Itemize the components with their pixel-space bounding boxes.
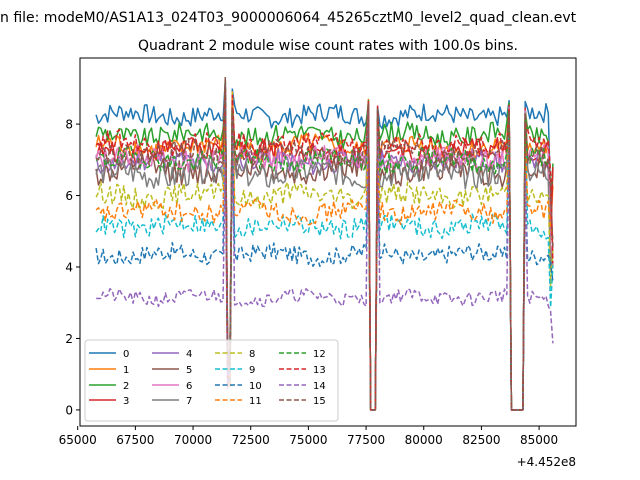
series-line-0 [95, 79, 554, 411]
legend-label-6: 6 [186, 381, 192, 392]
y-axis: 0 2 4 6 8 [65, 118, 80, 417]
series-line-10 [95, 113, 554, 411]
legend-label-3: 3 [123, 396, 129, 407]
y-tick-label: 6 [65, 189, 73, 203]
x-tick-label: 85000 [520, 433, 558, 447]
legend-label-14: 14 [313, 381, 326, 392]
series-layer [95, 76, 554, 411]
series-line-3 [95, 82, 554, 411]
x-offset-label: +4.452e8 [517, 455, 576, 469]
legend-label-2: 2 [123, 381, 129, 392]
plot-frame [79, 57, 577, 427]
x-tick-label: 77500 [347, 433, 385, 447]
series-line-14 [96, 109, 554, 411]
legend-label-7: 7 [186, 396, 192, 407]
x-tick-label: 65000 [59, 433, 97, 447]
x-tick-label: 70000 [174, 433, 212, 447]
series-line-12 [95, 78, 553, 411]
legend-label-9: 9 [249, 365, 255, 376]
y-tick-label: 8 [65, 118, 73, 132]
legend-label-12: 12 [313, 349, 326, 360]
series-line-6 [95, 81, 554, 411]
y-tick-label: 0 [65, 403, 73, 417]
series-line-4 [95, 95, 554, 411]
x-tick-label: 75000 [289, 433, 327, 447]
series-line-15 [95, 76, 554, 411]
legend-label-13: 13 [313, 365, 326, 376]
legend-label-8: 8 [249, 349, 255, 360]
legend-label-4: 4 [186, 349, 192, 360]
legend-label-15: 15 [313, 396, 326, 407]
legend-label-10: 10 [249, 381, 262, 392]
x-axis: 65000 67500 70000 72500 75000 77500 80000 82500… [59, 426, 558, 447]
legend-label-11: 11 [249, 396, 262, 407]
legend-box [84, 339, 339, 422]
y-tick-label: 4 [65, 261, 73, 275]
series-line-11 [95, 96, 554, 411]
chart-title: Quadrant 2 module wise count rates with … [138, 38, 518, 54]
y-tick-label: 2 [65, 332, 73, 346]
x-tick-label: 67500 [116, 433, 154, 447]
legend-label-0: 0 [123, 349, 129, 360]
x-tick-label: 82500 [462, 433, 500, 447]
series-line-13 [95, 87, 554, 411]
legend-label-1: 1 [123, 365, 129, 376]
series-line-8 [95, 91, 554, 411]
series-line-9 [95, 85, 554, 411]
legend-label-5: 5 [186, 365, 192, 376]
x-tick-label: 80000 [405, 433, 443, 447]
figure-suptitle: n file: modeM0/AS1A13_024T03_9000006064_… [0, 10, 577, 26]
x-tick-label: 72500 [232, 433, 270, 447]
